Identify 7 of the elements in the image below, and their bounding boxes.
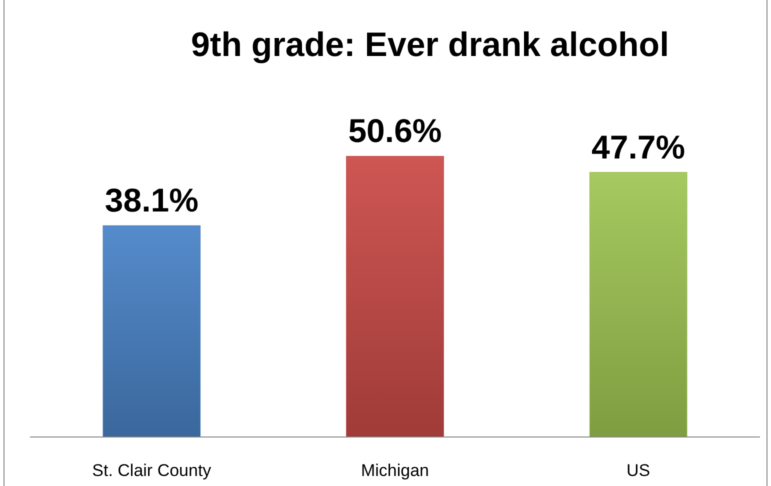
data-label: 38.1% xyxy=(104,182,198,219)
x-tick-label: St. Clair County xyxy=(92,461,212,480)
data-label: 47.7% xyxy=(592,128,686,166)
chart-title: 9th grade: Ever drank alcohol xyxy=(190,26,670,64)
x-tick-label: Michigan xyxy=(360,461,430,480)
data-label: 50.6% xyxy=(348,112,442,150)
x-tick-label: US xyxy=(626,461,650,480)
